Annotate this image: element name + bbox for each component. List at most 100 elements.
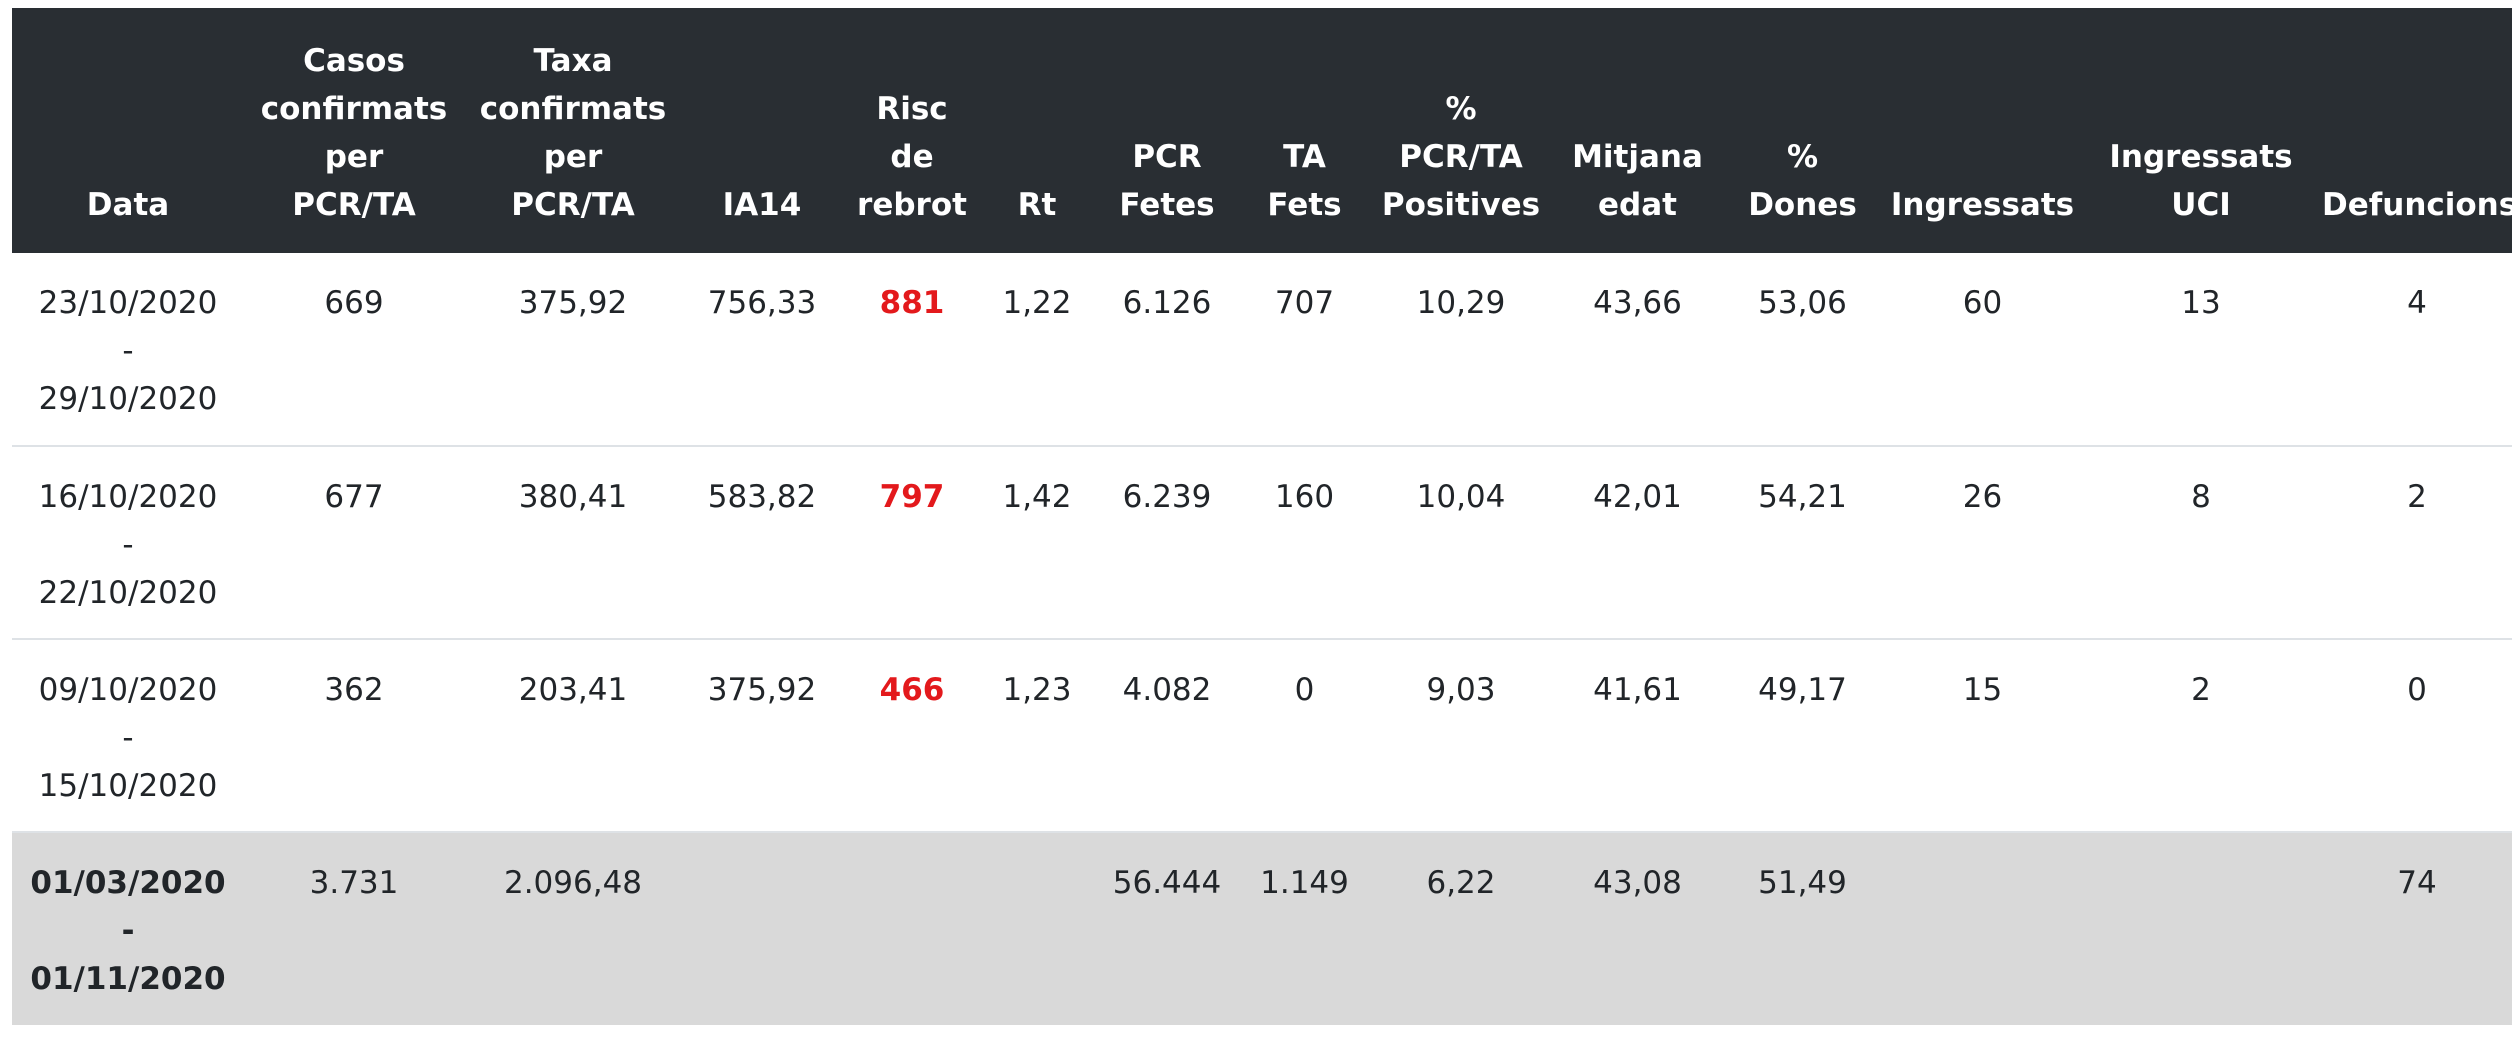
cell-date-range: 09/10/2020 - 15/10/2020 [12, 639, 244, 832]
total-row: 01/03/2020 - 01/11/2020 3.731 2.096,48 56.444… [12, 832, 2512, 1025]
covid-stats-table-container: Data Casos confirmats per PCR/TA Taxa confirma… [12, 8, 2516, 1025]
header-ia14: IA14 [682, 8, 842, 253]
cell-casos-confirmats: 677 [324, 479, 384, 515]
header-label-line: Dones [1748, 187, 1857, 223]
cell-ia14: 375,92 [707, 672, 817, 708]
cell-dones: 51,49 [1758, 865, 1847, 901]
cell-rt [982, 832, 1092, 1025]
cell-taxa-confirmats: 2.096,48 [503, 865, 643, 901]
header-label-line: Mitjana [1572, 139, 1703, 175]
cell-ingressats [1885, 832, 2080, 1025]
date-end: 22/10/2020 [38, 575, 218, 611]
date-separator: - [121, 913, 135, 949]
covid-stats-table: Data Casos confirmats per PCR/TA Taxa confirma… [12, 8, 2516, 1025]
header-label-line: % [1445, 91, 1477, 127]
date-start: 09/10/2020 [38, 672, 218, 708]
header-pcr-fetes: PCR Fetes [1092, 8, 1242, 253]
header-label-line: Data [86, 187, 170, 223]
header-pcr-ta-positives: % PCR/TA Positives [1367, 8, 1555, 253]
header-casos-confirmats: Casos confirmats per PCR/TA [244, 8, 464, 253]
cell-mitjana-edat: 43,66 [1593, 285, 1682, 321]
cell-mitjana-edat: 43,08 [1593, 865, 1682, 901]
header-label-line: per [324, 139, 384, 175]
header-ingressats: Ingressats [1885, 8, 2080, 253]
cell-ingressats: 26 [1962, 479, 2003, 515]
header-mitjana-edat: Mitjana edat [1555, 8, 1720, 253]
header-label-line: % [1786, 139, 1819, 175]
cell-pcr-fetes: 4.082 [1122, 672, 1212, 708]
header-label-line: de [890, 139, 934, 175]
header-label-line: Ingressats [1890, 187, 2075, 223]
header-dones: % Dones [1720, 8, 1885, 253]
date-separator: - [122, 333, 134, 369]
cell-mitjana-edat: 42,01 [1593, 479, 1682, 515]
cell-casos-confirmats: 3.731 [309, 865, 399, 901]
cell-pcr-ta-positives: 10,29 [1416, 285, 1506, 321]
header-label-line: UCI [2171, 187, 2231, 223]
cell-pcr-fetes: 6.239 [1122, 479, 1212, 515]
header-rt: Rt [982, 8, 1092, 253]
cell-ta-fets: 1.149 [1260, 865, 1349, 901]
cell-risc-rebrot [842, 832, 982, 1025]
header-label-line: PCR/TA [1399, 139, 1523, 175]
cell-ingressats-uci: 13 [2181, 285, 2221, 321]
header-label-line: IA14 [722, 187, 802, 223]
cell-dones: 53,06 [1758, 285, 1847, 321]
cell-rt: 1,23 [1002, 672, 1072, 708]
date-start: 23/10/2020 [38, 285, 218, 321]
header-label-line: PCR/TA [511, 187, 635, 223]
header-label-line: Casos [303, 43, 405, 79]
header-label-line: PCR/TA [292, 187, 416, 223]
table-body: 23/10/2020 - 29/10/2020 669 375,92 756,33 881 1… [12, 253, 2512, 1025]
cell-dones: 49,17 [1758, 672, 1847, 708]
table-row: 16/10/2020 - 22/10/2020 677 380,41 583,82 797 1… [12, 446, 2512, 639]
date-end: 01/11/2020 [30, 961, 226, 997]
cell-risc-rebrot: 466 [879, 672, 945, 708]
header-ingressats-uci: Ingressats UCI [2080, 8, 2322, 253]
cell-ingressats-uci: 8 [2191, 479, 2211, 515]
cell-ingressats-uci [2080, 832, 2322, 1025]
cell-pcr-fetes: 56.444 [1112, 865, 1222, 901]
cell-defuncions: 74 [2397, 865, 2437, 901]
table-header: Data Casos confirmats per PCR/TA Taxa confirma… [12, 8, 2516, 253]
cell-ta-fets: 160 [1274, 479, 1335, 515]
header-label-line: TA [1283, 139, 1326, 175]
header-label-line: PCR [1132, 139, 1202, 175]
cell-ingressats-uci: 2 [2191, 672, 2211, 708]
cell-pcr-fetes: 6.126 [1122, 285, 1212, 321]
header-defuncions: Defuncions [2322, 8, 2516, 253]
date-separator: - [122, 720, 134, 756]
cell-ia14: 756,33 [707, 285, 817, 321]
cell-ingressats: 15 [1962, 672, 2003, 708]
header-taxa-confirmats: Taxa confirmats per PCR/TA [464, 8, 682, 253]
header-ta-fets: TA Fets [1242, 8, 1367, 253]
header-label-line: confirmats [479, 91, 667, 127]
header-row: Data Casos confirmats per PCR/TA Taxa confirma… [12, 8, 2516, 253]
date-end: 15/10/2020 [38, 768, 218, 804]
cell-casos-confirmats: 669 [324, 285, 384, 321]
cell-ia14: 583,82 [707, 479, 817, 515]
date-separator: - [122, 527, 134, 563]
header-label-line: per [543, 139, 603, 175]
header-label-line: Ingressats [2109, 139, 2293, 175]
header-label-line: Positives [1381, 187, 1541, 223]
cell-rt: 1,22 [1002, 285, 1072, 321]
header-label-line: Fets [1267, 187, 1342, 223]
cell-date-range: 16/10/2020 - 22/10/2020 [12, 446, 244, 639]
date-start: 16/10/2020 [38, 479, 218, 515]
cell-defuncions: 4 [2407, 285, 2427, 321]
cell-ia14 [682, 832, 842, 1025]
header-risc-rebrot: Risc de rebrot [842, 8, 982, 253]
cell-pcr-ta-positives: 9,03 [1426, 672, 1496, 708]
header-label-line: confirmats [260, 91, 448, 127]
cell-taxa-confirmats: 203,41 [518, 672, 628, 708]
table-row: 23/10/2020 - 29/10/2020 669 375,92 756,33 881 1… [12, 253, 2512, 446]
cell-date-range: 01/03/2020 - 01/11/2020 [12, 832, 244, 1025]
cell-casos-confirmats: 362 [324, 672, 384, 708]
header-label-line: Taxa [533, 43, 613, 79]
table-row: 09/10/2020 - 15/10/2020 362 203,41 375,92 466 1… [12, 639, 2512, 832]
cell-ingressats: 60 [1962, 285, 2003, 321]
cell-risc-rebrot: 881 [879, 285, 945, 321]
header-label-line: Risc [876, 91, 948, 127]
cell-taxa-confirmats: 375,92 [518, 285, 628, 321]
